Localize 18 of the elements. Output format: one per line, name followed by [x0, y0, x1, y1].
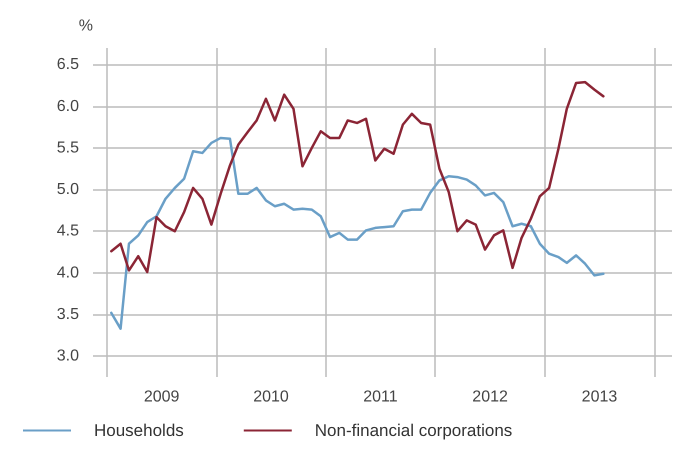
- y-tick-label: 3.5: [56, 306, 80, 324]
- y-tick-label: 3.0: [56, 348, 80, 365]
- line-series: [110, 136, 605, 330]
- x-tick-label: 2011: [363, 388, 398, 406]
- x-tick-label: 2009: [144, 388, 180, 406]
- legend-label: Non-financial corporations: [314, 421, 512, 440]
- y-tick-label: 5.0: [56, 181, 80, 198]
- x-tick-label: 2013: [582, 388, 618, 406]
- y-tick-label: 5.5: [56, 139, 80, 156]
- x-tick-label: 2010: [253, 388, 289, 406]
- x-tick-label: 2012: [472, 388, 508, 406]
- y-tick-label: 4.0: [56, 264, 80, 282]
- y-axis-title: %: [78, 18, 93, 34]
- legend-label: Households: [94, 421, 184, 440]
- y-tick-label: 6.5: [56, 56, 80, 74]
- line-series: [110, 80, 605, 274]
- y-tick-label: 4.5: [56, 222, 80, 240]
- y-tick-label: 6.0: [56, 98, 80, 115]
